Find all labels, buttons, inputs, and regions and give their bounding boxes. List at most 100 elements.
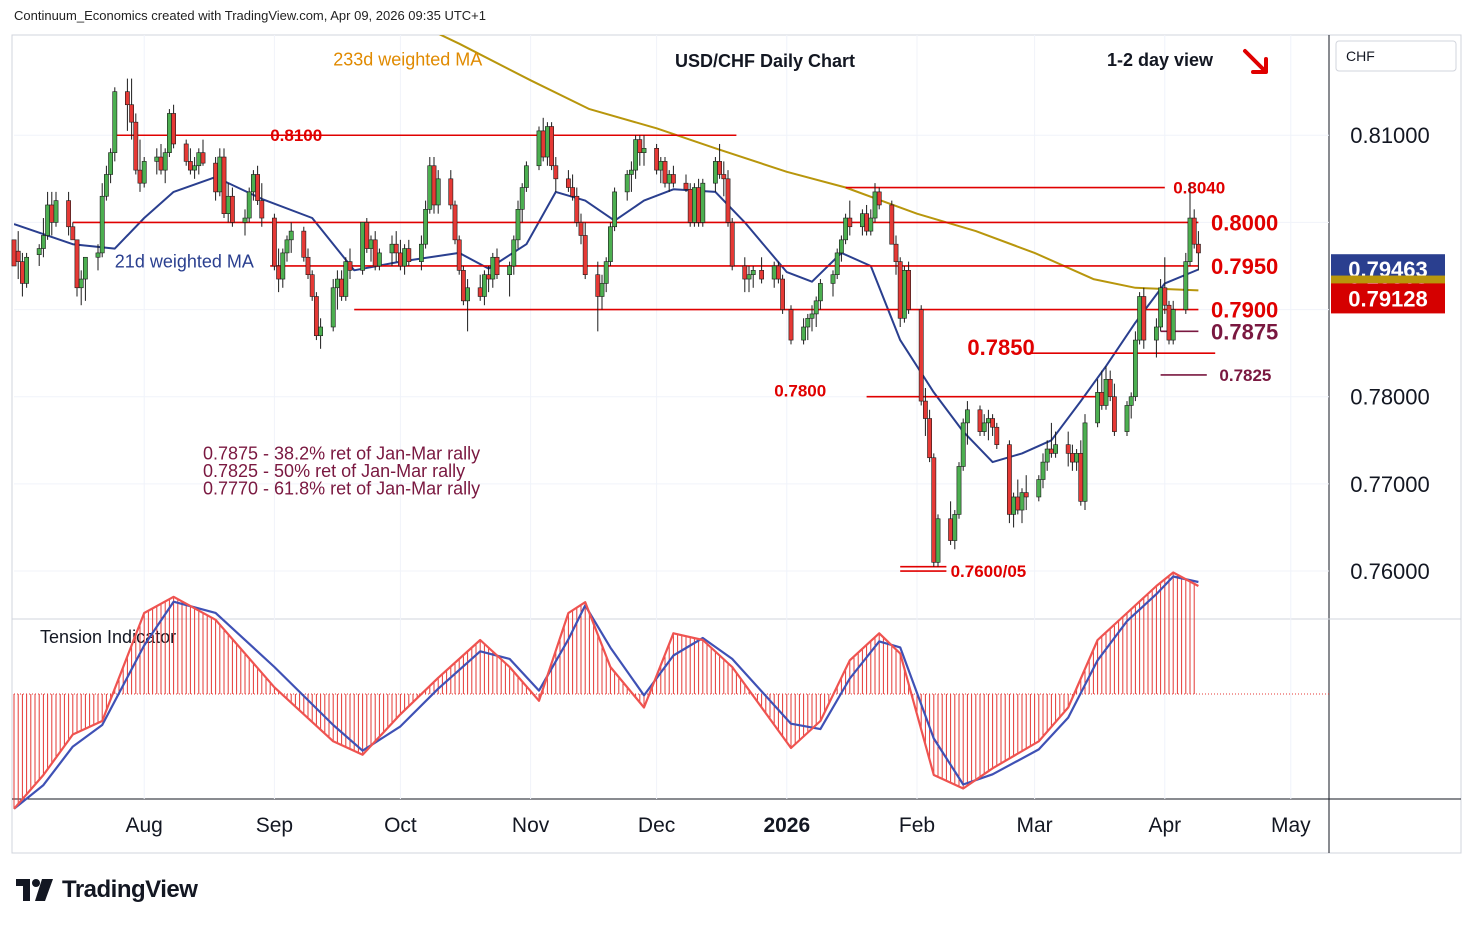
candle-body	[805, 317, 811, 328]
candle-body	[125, 91, 130, 106]
candle-body	[918, 309, 924, 402]
candle-body	[423, 209, 428, 245]
candle-body	[889, 204, 895, 245]
candle-body	[981, 422, 987, 432]
candle-body	[742, 265, 748, 280]
time-tick-label: Nov	[512, 814, 550, 837]
time-tick-label: Apr	[1148, 814, 1181, 837]
candle-body	[717, 161, 722, 175]
candle-body	[45, 204, 50, 236]
level-label: 0.7950	[1211, 254, 1278, 279]
candle-body	[225, 195, 231, 214]
candle-body	[696, 187, 701, 223]
candle-body	[607, 226, 613, 262]
time-tick-label: May	[1271, 814, 1311, 837]
candle-body	[402, 248, 407, 267]
candle-body	[948, 518, 953, 541]
candle-body	[540, 130, 546, 158]
candle-body	[1128, 396, 1134, 406]
candle-body	[637, 139, 643, 153]
candle-body	[137, 169, 143, 184]
candle-body	[633, 139, 638, 171]
candle-body	[515, 209, 521, 241]
candle-body	[271, 217, 277, 267]
candle-body	[376, 252, 382, 267]
time-tick-label: 2026	[763, 814, 810, 837]
candle-body	[490, 256, 496, 280]
chart-title: USD/CHF Daily Chart	[675, 51, 855, 71]
candle-body	[40, 235, 46, 249]
candle-body	[1196, 243, 1201, 254]
candle-body	[435, 178, 441, 206]
candle-body	[641, 148, 647, 153]
candle-body	[242, 217, 248, 223]
candle-body	[343, 261, 349, 297]
candle-body	[595, 274, 601, 297]
candle-body	[746, 274, 752, 280]
candle-body	[1170, 309, 1176, 341]
view-label: 1-2 day view	[1107, 50, 1214, 70]
candle-body	[288, 230, 294, 241]
price-axis[interactable]: 0.810000.780000.770000.760000.794630.792…	[1331, 123, 1445, 584]
candle-body	[53, 200, 59, 223]
candle-body	[162, 152, 168, 171]
candle-body	[721, 174, 727, 180]
candle-body	[334, 278, 340, 289]
candle-body	[360, 222, 365, 271]
candle-body	[570, 187, 575, 197]
candle-body	[565, 178, 571, 188]
candle-body	[654, 148, 659, 171]
moving-averages	[14, 35, 1199, 464]
candle-body	[330, 287, 336, 328]
tradingview-logo[interactable]: TradingView	[16, 876, 198, 904]
candle-body	[691, 187, 697, 223]
time-axis[interactable]: Aug Sep Oct Nov Dec 2026 Feb Mar Apr May	[126, 814, 1312, 837]
level-label: 0.7850	[967, 335, 1034, 360]
candle-body	[1006, 444, 1012, 515]
candle-body	[477, 287, 483, 297]
candle-body	[158, 156, 164, 171]
candle-body	[977, 409, 983, 432]
candle-body	[549, 126, 554, 167]
candle-body	[129, 104, 134, 123]
currency-selector[interactable]	[1335, 40, 1457, 72]
candle-body	[427, 165, 433, 210]
candle-body	[838, 239, 844, 254]
candle-body	[141, 161, 147, 184]
candle-body	[200, 152, 206, 164]
candle-body	[658, 161, 664, 171]
candle-body	[1162, 287, 1168, 306]
candle-body	[935, 518, 941, 563]
candle-body	[11, 239, 17, 267]
candle-body	[368, 239, 374, 249]
price-tick-label: 0.76000	[1350, 559, 1430, 584]
candle-body	[1154, 326, 1159, 341]
candle-body	[683, 182, 689, 190]
candle-body	[1082, 422, 1088, 502]
candle-body	[1040, 461, 1046, 480]
candle-body	[36, 248, 42, 255]
candle-body	[1112, 396, 1117, 432]
candle-body	[1141, 296, 1147, 341]
candle-body	[775, 265, 781, 280]
candle-body	[19, 261, 25, 284]
candle-body	[1074, 453, 1079, 463]
chart-frame	[11, 34, 1462, 854]
candle-body	[582, 235, 588, 276]
candle-body	[712, 161, 718, 184]
time-tick-label: Feb	[899, 814, 935, 837]
candle-body	[729, 222, 735, 267]
candle-body	[985, 418, 991, 424]
candle-body	[301, 230, 307, 258]
candle-body	[1187, 217, 1193, 262]
candle-body	[1103, 378, 1109, 406]
candle-body	[406, 248, 412, 262]
level-label: 0.7900	[1211, 298, 1278, 323]
candle-body	[452, 204, 458, 241]
level-label: 0.8040	[1173, 179, 1225, 198]
candle-body	[834, 252, 840, 276]
candle-body	[809, 313, 815, 319]
candle-body	[847, 217, 853, 228]
candle-body	[192, 165, 197, 171]
